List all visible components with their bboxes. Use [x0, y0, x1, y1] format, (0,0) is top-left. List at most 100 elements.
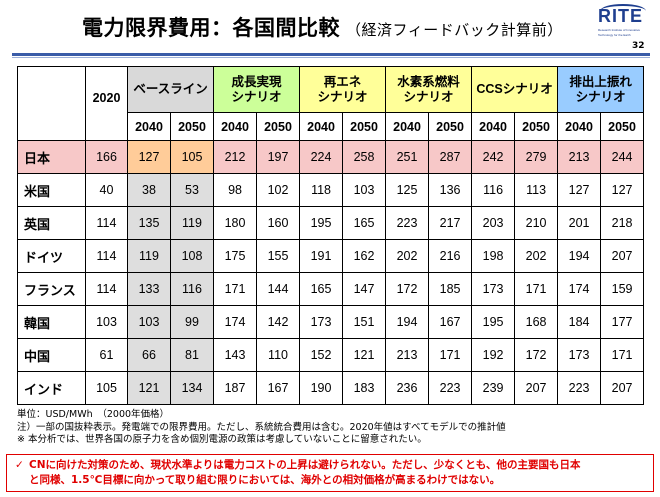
group-ccs: CCSシナリオ [471, 66, 559, 113]
title-subtitle: （経済フィードバック計算前） [346, 21, 563, 39]
cost-comparison-table: 2020 ベースライン 成長実現 シナリオ 再エネ シナリオ 水素系燃料 シナリオ C… [17, 66, 645, 405]
value-cell: 175 [213, 239, 258, 273]
value-cell: 136 [428, 173, 473, 207]
table-row: インド 105 121 134 187 167 190 183 236 223 239 207 223 2… [17, 371, 645, 405]
value-cell: 258 [342, 140, 387, 174]
value-cell: 201 [557, 206, 602, 240]
value-cell: 103 [85, 305, 128, 339]
logo-word: RITE [598, 6, 644, 26]
value-cell: 166 [85, 140, 128, 174]
value-cell: 287 [428, 140, 473, 174]
value-cell: 180 [213, 206, 258, 240]
callout-line-1: ✓ CNに向けた対策のため、現状水準よりは電力コストの上昇は避けられない。ただし、… [15, 458, 647, 473]
value-cell: 242 [471, 140, 516, 174]
value-cell: 190 [299, 371, 344, 405]
value-cell: 116 [169, 272, 215, 306]
value-cell: 162 [342, 239, 387, 273]
logo-arc [600, 4, 646, 18]
value-cell: 210 [514, 206, 559, 240]
value-cell: 159 [600, 272, 645, 306]
year-header: 2050 [428, 112, 473, 141]
value-cell: 118 [299, 173, 344, 207]
group-renewables-label: 再エネ シナリオ [317, 74, 368, 104]
value-cell: 121 [127, 371, 171, 405]
value-cell: 218 [600, 206, 645, 240]
corner-cell [17, 66, 86, 141]
value-cell: 212 [213, 140, 258, 174]
year-header: 2040 [127, 112, 171, 141]
year-header: 2050 [514, 112, 559, 141]
value-cell: 114 [85, 206, 128, 240]
value-cell: 192 [471, 338, 516, 372]
callout-text-1: CNに向けた対策のため、現状水準よりは電力コストの上昇は避けられない。ただし、少… [29, 459, 581, 471]
footnotes: 単位：USD/MWh （2000年価格） 注）一部の国抜粋表示。発電端での限界費… [17, 409, 647, 447]
value-cell: 171 [428, 338, 473, 372]
value-cell: 217 [428, 206, 473, 240]
header-2020: 2020 [85, 66, 128, 141]
header-rule [12, 53, 650, 56]
country-label: インド [17, 371, 86, 405]
header-row-scenarios: 2020 ベースライン 成長実現 シナリオ 再エネ シナリオ 水素系燃料 シナリオ C… [17, 66, 645, 141]
group-hydrogen-label: 水素系燃料 シナリオ [397, 74, 460, 104]
value-cell: 133 [127, 272, 171, 306]
table-row: フランス 114 133 116 171 144 165 147 172 185 173 171 174… [17, 272, 645, 306]
value-cell: 134 [169, 371, 215, 405]
value-cell: 171 [514, 272, 559, 306]
table-row: 韓国 103 103 99 174 142 173 151 194 167 195 168 184 177 [17, 305, 645, 339]
value-cell: 216 [428, 239, 473, 273]
table-row: 中国 61 66 81 143 110 152 121 213 171 192 172 173 171 [17, 338, 645, 372]
value-cell: 223 [557, 371, 602, 405]
value-cell: 244 [600, 140, 645, 174]
country-label: 韓国 [17, 305, 86, 339]
value-cell: 203 [471, 206, 516, 240]
logo-line-1: Research Institute of Innovative [598, 28, 641, 32]
value-cell: 66 [127, 338, 171, 372]
value-cell: 207 [514, 371, 559, 405]
page-number: 32 [632, 41, 645, 51]
group-renewables: 再エネ シナリオ [299, 66, 387, 113]
value-cell: 173 [471, 272, 516, 306]
country-label: 米国 [17, 173, 86, 207]
group-growth: 成長実現 シナリオ [213, 66, 301, 113]
year-header: 2040 [385, 112, 430, 141]
value-cell: 121 [342, 338, 387, 372]
value-cell: 173 [299, 305, 344, 339]
value-cell: 147 [342, 272, 387, 306]
note-nuclear: ※ 本分析では、世界各国の原子力を含め個別電源の政策は考慮していないことに留意さ… [17, 434, 427, 445]
group-hydrogen: 水素系燃料 シナリオ [385, 66, 473, 113]
value-cell: 195 [471, 305, 516, 339]
year-header: 2040 [557, 112, 602, 141]
value-cell: 171 [600, 338, 645, 372]
value-cell: 239 [471, 371, 516, 405]
note-unit: 単位：USD/MWh （2000年価格） [17, 409, 170, 420]
country-label: 中国 [17, 338, 86, 372]
value-cell: 125 [385, 173, 430, 207]
country-label: 日本 [17, 140, 86, 174]
table-row: 英国 114 135 119 180 160 195 165 223 217 203 210 201 21… [17, 206, 645, 240]
value-cell: 61 [85, 338, 128, 372]
value-cell: 105 [169, 140, 215, 174]
year-header: 2040 [299, 112, 344, 141]
page-title: 電力限界費用：各国間比較 （経済フィードバック計算前） [82, 12, 563, 42]
value-cell: 184 [557, 305, 602, 339]
year-header: 2050 [169, 112, 215, 141]
value-cell: 98 [213, 173, 258, 207]
value-cell: 172 [385, 272, 430, 306]
value-cell: 167 [256, 371, 301, 405]
country-label: 英国 [17, 206, 86, 240]
value-cell: 223 [385, 206, 430, 240]
value-cell: 165 [299, 272, 344, 306]
value-cell: 116 [471, 173, 516, 207]
value-cell: 135 [127, 206, 171, 240]
year-header: 2050 [600, 112, 645, 141]
value-cell: 207 [600, 371, 645, 405]
value-cell: 197 [256, 140, 301, 174]
value-cell: 279 [514, 140, 559, 174]
value-cell: 213 [557, 140, 602, 174]
callout-line-2: と同様、1.5℃目標に向かって取り組む限りにおいては、海外との相対価格が高まるわ… [29, 474, 501, 486]
value-cell: 168 [514, 305, 559, 339]
value-cell: 251 [385, 140, 430, 174]
value-cell: 207 [600, 239, 645, 273]
value-cell: 160 [256, 206, 301, 240]
value-cell: 110 [256, 338, 301, 372]
